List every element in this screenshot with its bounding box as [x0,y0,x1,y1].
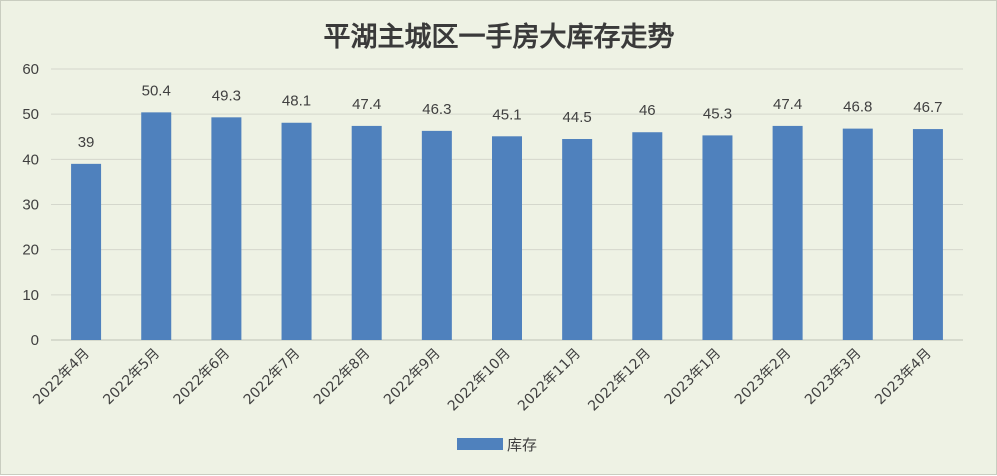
data-label: 46.8 [843,99,872,116]
data-label: 50.4 [142,82,171,99]
data-labels: 39 50.4 49.3 48.1 47.4 46.3 45.1 44.5 46 45.3 47.4… [78,82,943,150]
legend-label: 库存 [507,436,537,454]
x-tick-label: 2022年9月 [381,346,444,409]
x-tick-label: 2022年7月 [241,346,304,409]
x-tick-label: 2022年8月 [311,346,374,409]
bar [562,139,593,340]
x-tick-label: 2022年4月 [30,346,93,409]
bar [912,129,943,340]
bar [211,117,242,340]
x-tick-label: 2023年4月 [872,346,935,409]
bar [772,125,803,340]
y-tick-label: 30 [22,197,39,214]
bar [71,163,102,340]
data-label: 44.5 [563,109,592,126]
data-label: 46 [639,102,656,119]
legend: 库存 [457,436,537,454]
data-label: 47.4 [773,96,802,113]
data-label: 45.1 [492,106,521,123]
bar [702,135,733,340]
x-tick-label: 2023年2月 [732,346,795,409]
legend-swatch [457,438,503,450]
x-tick-label: 2022年10月 [445,346,514,415]
bar [141,112,172,340]
x-tick-label: 2023年1月 [662,346,725,409]
bars [71,112,943,340]
data-label: 47.4 [352,96,381,113]
x-tick-label: 2023年3月 [802,346,865,409]
data-label: 39 [78,134,95,151]
y-axis-ticks: 0 10 20 30 40 50 60 [22,61,39,349]
data-label: 46.7 [913,99,942,116]
bar [421,130,452,340]
x-tick-label: 2022年5月 [100,346,163,409]
data-label: 45.3 [703,105,732,122]
data-label: 49.3 [212,87,241,104]
x-axis-ticks: 2022年4月 2022年5月 2022年6月 2022年7月 2022年8月 2022年… [30,346,934,415]
y-tick-label: 60 [22,61,39,78]
bar [281,122,312,340]
x-tick-label: 2022年12月 [585,346,654,415]
bar [492,136,522,340]
y-tick-label: 10 [22,287,39,304]
data-label: 48.1 [282,93,311,110]
y-tick-label: 50 [22,106,39,123]
y-tick-label: 20 [22,242,39,259]
bar [632,132,663,340]
chart-title: 平湖主城区一手房大库存走势 [324,22,675,52]
data-label: 46.3 [422,101,451,118]
bar [351,125,382,340]
bar [842,128,873,340]
x-tick-label: 2022年6月 [171,346,234,409]
x-tick-label: 2022年11月 [515,346,584,415]
y-tick-label: 40 [22,151,39,168]
y-tick-label: 0 [31,332,39,349]
